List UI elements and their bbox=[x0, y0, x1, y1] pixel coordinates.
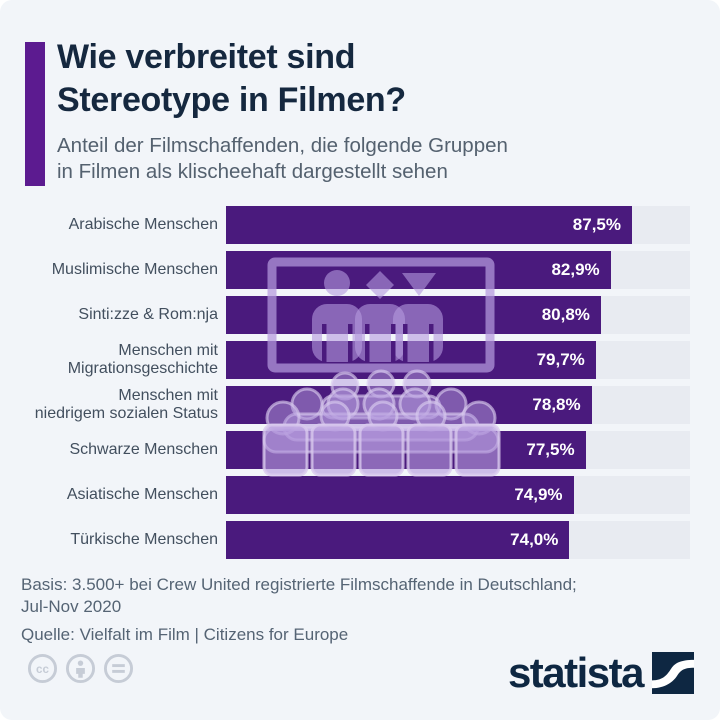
chart-row: Schwarze Menschen 77,5% bbox=[28, 431, 690, 469]
category-label: Sinti:zze & Rom:nja bbox=[78, 306, 218, 323]
category-label: Asiatische Menschen bbox=[66, 486, 218, 503]
attribution-person-icon[interactable] bbox=[65, 653, 96, 684]
source-line: Quelle: Vielfalt im Film | Citizens for … bbox=[21, 625, 349, 644]
category-label: Menschen mit niedrigem sozialen Status bbox=[34, 387, 218, 422]
bar-track: 80,8% bbox=[226, 296, 690, 334]
bar: 79,7% bbox=[226, 341, 596, 379]
value-label: 74,0% bbox=[510, 530, 559, 549]
chart-row: Menschen mit Migrationsgeschichte 79,7% bbox=[28, 341, 690, 379]
value-label: 82,9% bbox=[551, 260, 600, 279]
value-label: 87,5% bbox=[572, 215, 621, 234]
chart-row: Asiatische Menschen 74,9% bbox=[28, 476, 690, 514]
value-label: 77,5% bbox=[526, 440, 575, 459]
chart-row: Arabische Menschen 87,5% bbox=[28, 206, 690, 244]
value-label: 79,7% bbox=[536, 350, 585, 369]
subtitle-line-2: in Filmen als klischeehaft dargestellt s… bbox=[57, 160, 448, 183]
bar-track: 77,5% bbox=[226, 431, 690, 469]
cc-license-badges[interactable]: cc bbox=[27, 653, 134, 684]
chart-row: Menschen mit niedrigem sozialen Status 7… bbox=[28, 386, 690, 424]
title-line-1: Wie verbreitet sind bbox=[57, 38, 356, 76]
subtitle-line-1: Anteil der Filmschaffenden, die folgende… bbox=[57, 134, 508, 157]
title-accent-bar bbox=[25, 42, 45, 186]
title-line-2: Stereotype in Filmen? bbox=[57, 81, 406, 119]
category-label: Arabische Menschen bbox=[68, 216, 218, 233]
bar-track: 79,7% bbox=[226, 341, 690, 379]
bar-track: 74,9% bbox=[226, 476, 690, 514]
statista-logo-mark-icon bbox=[652, 652, 694, 694]
basis-line-1: Basis: 3.500+ bei Crew United registrier… bbox=[21, 575, 577, 594]
chart-row: Muslimische Menschen 82,9% bbox=[28, 251, 690, 289]
bar: 77,5% bbox=[226, 431, 586, 469]
bar-track: 82,9% bbox=[226, 251, 690, 289]
page-title: Wie verbreitet sind Stereotype in Filmen… bbox=[57, 36, 406, 122]
value-label: 74,9% bbox=[514, 485, 563, 504]
chart-rows: Arabische Menschen 87,5% Muslimische Men… bbox=[28, 206, 690, 566]
value-label: 80,8% bbox=[541, 305, 590, 324]
value-label: 78,8% bbox=[532, 395, 581, 414]
bar-track: 74,0% bbox=[226, 521, 690, 559]
bar: 74,0% bbox=[226, 521, 570, 559]
equals-icon[interactable] bbox=[103, 653, 134, 684]
bar-track: 78,8% bbox=[226, 386, 690, 424]
bar: 80,8% bbox=[226, 296, 601, 334]
bar: 74,9% bbox=[226, 476, 574, 514]
chart-row: Sinti:zze & Rom:nja 80,8% bbox=[28, 296, 690, 334]
statista-logo[interactable]: statista bbox=[508, 650, 694, 696]
chart-row: Türkische Menschen 74,0% bbox=[28, 521, 690, 559]
bar-track: 87,5% bbox=[226, 206, 690, 244]
category-label: Türkische Menschen bbox=[70, 531, 218, 548]
basis-line-2: Jul-Nov 2020 bbox=[21, 597, 122, 616]
bar: 87,5% bbox=[226, 206, 632, 244]
chart-subtitle: Anteil der Filmschaffenden, die folgende… bbox=[57, 133, 508, 185]
bar: 78,8% bbox=[226, 386, 592, 424]
chart-footer: Basis: 3.500+ bei Crew United registrier… bbox=[21, 574, 577, 646]
bar: 82,9% bbox=[226, 251, 611, 289]
statista-wordmark: statista bbox=[507, 649, 645, 696]
cc-icon[interactable]: cc bbox=[27, 653, 58, 684]
category-label: Muslimische Menschen bbox=[51, 261, 218, 278]
category-label: Schwarze Menschen bbox=[69, 441, 218, 458]
svg-text:cc: cc bbox=[36, 663, 49, 676]
category-label: Menschen mit Migrationsgeschichte bbox=[67, 342, 218, 377]
